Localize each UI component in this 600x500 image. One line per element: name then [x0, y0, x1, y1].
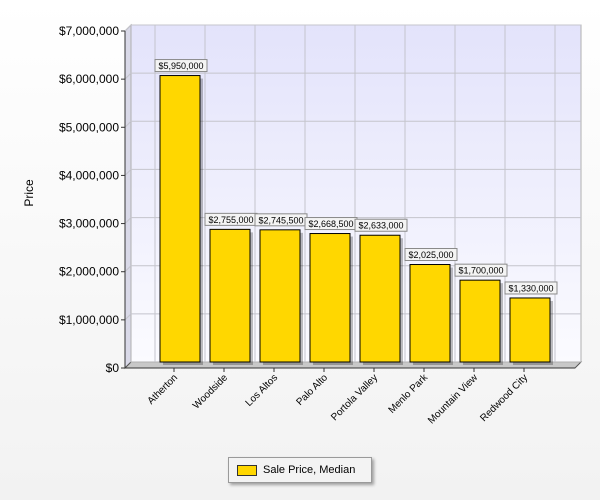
chart-legend: Sale Price, Median	[228, 457, 372, 483]
y-gridline-side	[124, 72, 132, 80]
x-tick-label: Portola Valley	[329, 372, 380, 423]
y-tick-label: $7,000,000	[59, 24, 119, 38]
plot-area	[130, 24, 582, 363]
y-gridline-side	[124, 120, 132, 128]
y-gridline-side	[124, 24, 132, 32]
x-tick-label: Los Altos	[244, 372, 280, 408]
bar	[309, 233, 351, 363]
bar	[159, 75, 201, 363]
data-label: $2,633,000	[358, 221, 403, 231]
y-tick-label: $3,000,000	[59, 217, 119, 231]
bar	[359, 234, 401, 363]
y-gridline-side	[124, 265, 132, 273]
data-label: $1,700,000	[458, 266, 503, 276]
data-label-box	[354, 218, 408, 232]
bar	[459, 279, 501, 363]
data-label: $2,025,000	[408, 250, 453, 260]
x-tick-label: Woodside	[191, 372, 230, 411]
y-axis-title: Price	[22, 179, 36, 207]
bar	[209, 228, 251, 363]
legend-label: Sale Price, Median	[263, 464, 356, 476]
x-tick-label: Menlo Park	[387, 372, 431, 416]
y-tick-label: $6,000,000	[59, 72, 119, 86]
y-tick-label: $1,000,000	[59, 313, 119, 327]
x-tick-label: Atherton	[146, 372, 181, 407]
y-tick-label: $5,000,000	[59, 120, 119, 134]
y-gridline-side	[124, 313, 132, 321]
data-label-box	[404, 248, 458, 262]
bar	[259, 229, 301, 363]
y-tick-label: $2,000,000	[59, 265, 119, 279]
data-label: $5,950,000	[158, 61, 203, 71]
data-label: $2,745,500	[258, 215, 303, 225]
y-tick-label: $0	[106, 361, 120, 375]
data-label-box	[504, 281, 558, 295]
x-tick-label: Redwood City	[478, 372, 530, 424]
data-label-box	[154, 59, 208, 73]
y-tick-label: $4,000,000	[59, 168, 119, 182]
y-gridline-side	[124, 217, 132, 224]
legend-swatch	[237, 464, 257, 476]
bar	[509, 297, 551, 363]
data-label: $1,330,000	[508, 283, 553, 293]
y-gridline-side	[124, 169, 132, 176]
bar	[409, 264, 451, 363]
x-tick-label: Palo Alto	[294, 372, 330, 408]
data-label: $2,755,000	[208, 215, 253, 225]
data-label: $2,668,500	[308, 219, 353, 229]
data-label-box	[454, 263, 508, 277]
x-tick-label: Mountain View	[426, 372, 481, 427]
